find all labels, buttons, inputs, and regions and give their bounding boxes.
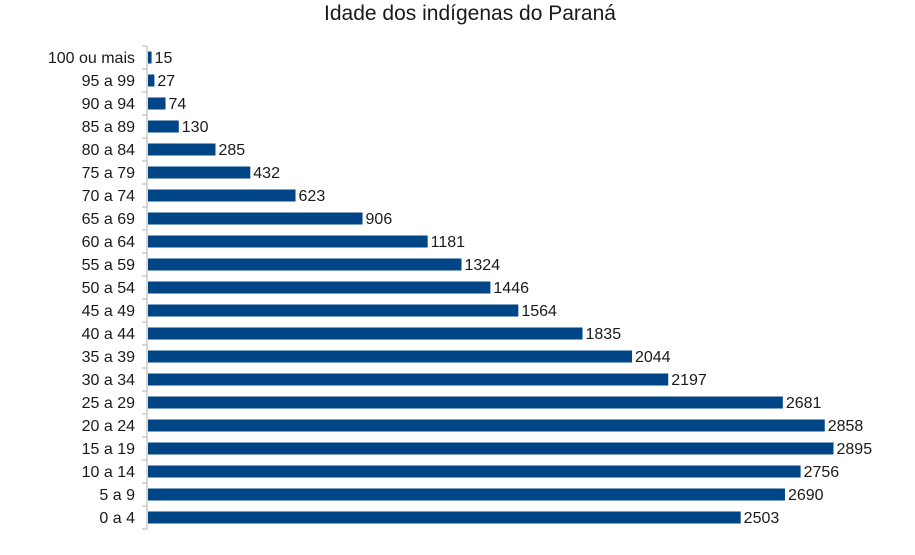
category-label: 50 a 54 xyxy=(82,280,135,297)
data-label: 74 xyxy=(169,96,187,113)
bar xyxy=(148,442,834,455)
category-label: 100 ou mais xyxy=(48,50,135,67)
data-label: 2756 xyxy=(804,464,840,481)
category-label: 60 a 64 xyxy=(82,234,135,251)
data-label: 2681 xyxy=(786,395,822,412)
chart-title: Idade dos indígenas do Paraná xyxy=(324,2,616,25)
data-label: 1324 xyxy=(465,257,501,274)
data-label: 285 xyxy=(218,142,245,159)
category-label: 95 a 99 xyxy=(82,73,135,90)
bar xyxy=(148,465,801,478)
category-label: 80 a 84 xyxy=(82,142,135,159)
data-label: 15 xyxy=(155,50,173,67)
bar xyxy=(148,327,583,340)
bar xyxy=(148,212,363,225)
data-label: 1835 xyxy=(586,326,622,343)
category-label: 20 a 24 xyxy=(82,418,135,435)
category-label: 90 a 94 xyxy=(82,96,135,113)
bar xyxy=(148,373,669,386)
category-label: 70 a 74 xyxy=(82,188,135,205)
data-label: 2044 xyxy=(635,349,671,366)
data-label: 1564 xyxy=(521,303,557,320)
category-label: 65 a 69 xyxy=(82,211,135,228)
bar xyxy=(148,166,251,179)
bar xyxy=(148,189,296,202)
data-label: 130 xyxy=(182,119,209,136)
bar xyxy=(148,304,519,317)
bar xyxy=(148,120,179,133)
bar xyxy=(148,258,462,271)
category-label: 25 a 29 xyxy=(82,395,135,412)
bar xyxy=(148,97,166,110)
data-label: 2858 xyxy=(828,418,864,435)
bar xyxy=(148,350,632,363)
bar xyxy=(148,143,216,156)
data-label: 2503 xyxy=(744,510,780,527)
category-label: 0 a 4 xyxy=(99,510,135,527)
category-label: 75 a 79 xyxy=(82,165,135,182)
bar xyxy=(148,74,155,87)
category-label: 85 a 89 xyxy=(82,119,135,136)
category-label: 55 a 59 xyxy=(82,257,135,274)
data-label: 623 xyxy=(299,188,326,205)
data-label: 27 xyxy=(157,73,175,90)
bar xyxy=(148,511,741,524)
data-label: 906 xyxy=(366,211,393,228)
bar xyxy=(148,281,491,294)
category-label: 40 a 44 xyxy=(82,326,135,343)
bar xyxy=(148,488,785,501)
data-label: 1446 xyxy=(493,280,529,297)
category-label: 30 a 34 xyxy=(82,372,135,389)
bar xyxy=(148,396,783,409)
category-label: 5 a 9 xyxy=(99,487,135,504)
category-label: 15 a 19 xyxy=(82,441,135,458)
category-label: 35 a 39 xyxy=(82,349,135,366)
bar xyxy=(148,235,428,248)
category-label: 10 a 14 xyxy=(82,464,135,481)
bar xyxy=(148,51,152,64)
data-label: 2197 xyxy=(671,372,707,389)
category-label: 45 a 49 xyxy=(82,303,135,320)
bar xyxy=(148,419,825,432)
data-label: 2895 xyxy=(837,441,873,458)
data-label: 1181 xyxy=(431,234,466,251)
data-label: 2690 xyxy=(788,487,824,504)
data-label: 432 xyxy=(253,165,280,182)
